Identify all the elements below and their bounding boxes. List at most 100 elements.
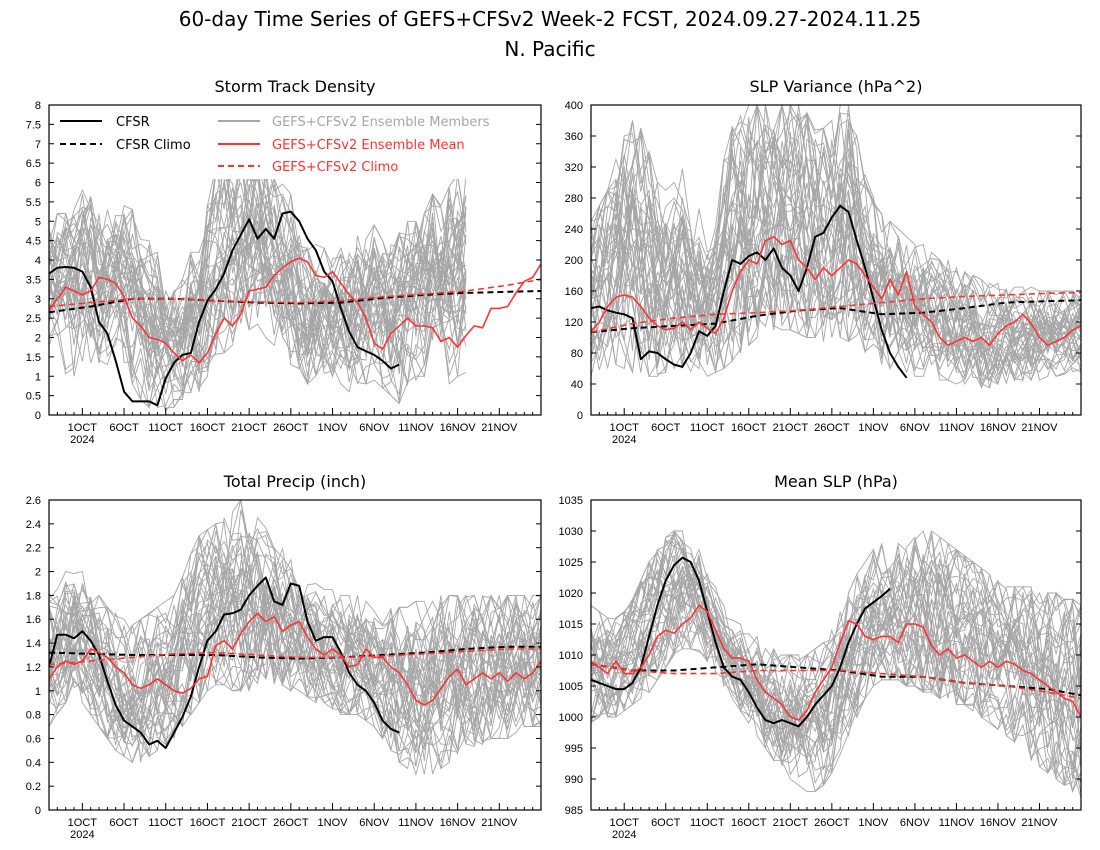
y-tick-label: 0.2 [26, 781, 41, 793]
x-tick-label: 11OCT [690, 817, 725, 829]
ensemble-member-line [591, 550, 1081, 778]
x-tick-label: 6OCT [109, 422, 139, 434]
plot-area [591, 105, 1081, 390]
ensemble-member-line [591, 578, 1081, 794]
ensemble-member-line [591, 554, 1081, 743]
x-tick-label: 6OCT [109, 817, 139, 829]
x-tick-label: 16NOV [980, 422, 1017, 434]
x-tick-label: 26OCT [814, 817, 850, 829]
x-year-label: 2024 [70, 829, 94, 841]
ensemble-member-line [49, 531, 541, 742]
panel-storm-track-density: Storm Track Density 0 0.5 1 1.5 2 2.5 3 3.5 4 4.5 5… [26, 77, 542, 446]
panel-title: SLP Variance (hPa^2) [750, 77, 923, 96]
panel-title: Storm Track Density [215, 77, 376, 96]
x-tick-label: 6NOV [359, 422, 390, 434]
panel-slp-variance: SLP Variance (hPa^2) 0 40 80 120 160 200 240 280… [565, 77, 1082, 446]
y-tick-label: 1.2 [26, 662, 41, 674]
x-tick-label: 1OCT [68, 422, 98, 434]
ensemble-member-line [49, 166, 467, 378]
y-tick-label: 1010 [559, 650, 583, 662]
y-tick-label: 8 [35, 100, 41, 112]
x-tick-label: 1OCT [610, 422, 640, 434]
ensemble-member-line [591, 229, 1081, 375]
legend-background [60, 113, 535, 179]
series-line-gefs-cfsv2-climo [49, 648, 541, 666]
series-line-gefs-cfsv2-ensemble-mean [49, 612, 541, 706]
y-tick-label: 1 [35, 686, 41, 698]
ensemble-member-line [49, 216, 467, 350]
x-tick-label: 1NOV [318, 817, 349, 829]
y-tick-label: 3 [35, 294, 41, 306]
x-tick-label: 26OCT [814, 422, 850, 434]
ensemble-member-line [591, 134, 1081, 377]
ensemble-member-line [591, 105, 1081, 352]
y-tick-label: 2.4 [26, 519, 41, 531]
ensemble-member-line [49, 595, 541, 736]
y-tick-label: 200 [565, 255, 583, 267]
y-tick-label: 320 [565, 162, 583, 174]
ensemble-member-line [49, 544, 541, 740]
series-line-cfsr-climo [591, 299, 1081, 334]
y-tick-label: 1.6 [26, 614, 41, 626]
x-tick-label: 11OCT [690, 422, 725, 434]
ensemble-member-line [49, 154, 467, 347]
ensemble-member-line [49, 200, 467, 392]
y-tick-label: 2.5 [26, 313, 41, 325]
ensemble-member-line [49, 197, 467, 394]
series-line-gefs-cfsv2-climo [591, 663, 1081, 700]
x-tick-label: 26OCT [273, 817, 309, 829]
x-tick-label: 21OCT [773, 817, 809, 829]
ensemble-member-line [591, 105, 1081, 333]
ensemble-member-line [49, 595, 541, 744]
y-tick-label: 0.5 [26, 391, 41, 403]
ensemble-member-line [591, 151, 1081, 389]
legend-label-cfsr-climo: CFSR Climo [116, 138, 191, 153]
y-tick-label: 0 [577, 410, 583, 422]
ensemble-member-line [591, 581, 1081, 792]
panel-title: Mean SLP (hPa) [774, 472, 898, 491]
x-tick-label: 21OCT [231, 817, 267, 829]
figure-subtitle: N. Pacific [504, 37, 595, 61]
x-year-label: 2024 [70, 434, 94, 446]
y-tick-label: 1.5 [26, 352, 41, 364]
y-tick-label: 400 [565, 100, 583, 112]
x-tick-label: 6NOV [900, 422, 931, 434]
legend-label-mean: GEFS+CFSv2 Ensemble Mean [272, 138, 465, 153]
ensemble-member-line [591, 223, 1081, 377]
ensemble-member-line [49, 568, 541, 770]
ensemble-member-line [49, 523, 541, 696]
y-tick-label: 1015 [559, 619, 583, 631]
x-tick-label: 26OCT [273, 422, 309, 434]
x-tick-label: 1OCT [68, 817, 98, 829]
x-tick-label: 11OCT [148, 422, 183, 434]
legend-label-members: GEFS+CFSv2 Ensemble Members [272, 115, 490, 130]
x-tick-label: 6NOV [359, 817, 390, 829]
ensemble-member-line [591, 575, 1081, 759]
y-tick-label: 5 [35, 216, 41, 228]
ensemble-member-line [591, 591, 1081, 779]
ensemble-member-line [49, 620, 541, 775]
ensemble-member-line [591, 116, 1081, 368]
ensemble-member-line [591, 570, 1081, 785]
y-tick-label: 1020 [559, 588, 583, 600]
ensemble-member-line [591, 530, 1081, 750]
y-tick-label: 0 [35, 805, 41, 817]
series-line-cfsr [49, 210, 400, 407]
x-tick-label: 11OCT [148, 817, 183, 829]
y-tick-label: 1.4 [26, 638, 41, 650]
series-line-cfsr-climo [591, 663, 1081, 697]
series-line-gefs-cfsv2-climo [49, 278, 541, 308]
x-tick-label: 6OCT [651, 817, 681, 829]
legend-label-cfsr: CFSR [116, 115, 150, 130]
y-tick-label: 2 [35, 333, 41, 345]
ensemble-member-line [49, 557, 541, 746]
ensemble-member-line [49, 215, 467, 359]
x-tick-label: 16OCT [190, 422, 226, 434]
ensemble-member-line [591, 567, 1081, 775]
panel-title: Total Precip (inch) [223, 472, 366, 491]
x-tick-label: 21NOV [1021, 817, 1058, 829]
ensemble-member-line [49, 569, 541, 689]
ensemble-member-line [49, 219, 467, 413]
y-tick-label: 0 [35, 410, 41, 422]
